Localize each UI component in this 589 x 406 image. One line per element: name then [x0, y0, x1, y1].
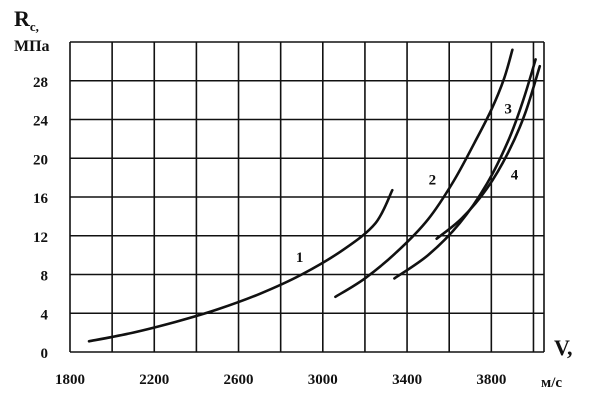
y-tick-label: 12 — [33, 230, 48, 246]
x-axis-title: V, — [554, 335, 573, 360]
y-tick-label: 28 — [33, 75, 48, 91]
x-tick-label: 3000 — [308, 372, 338, 388]
y-tick-label: 16 — [33, 191, 49, 207]
grid — [69, 41, 545, 353]
series-curve-2 — [334, 48, 514, 299]
y-tick-labels: 0 4 8 12 16 20 24 28 — [33, 75, 49, 362]
x-axis-unit: м/с — [541, 375, 562, 391]
y-tick-label: 24 — [33, 114, 49, 130]
series-label-2: 2 — [429, 172, 437, 188]
series-label-3: 3 — [504, 102, 512, 118]
y-tick-label: 4 — [41, 307, 49, 323]
y-axis-subscript: c, — [30, 19, 39, 34]
y-axis-title: Rc, — [14, 6, 39, 34]
x-tick-label: 1800 — [55, 372, 85, 388]
x-tick-labels: 1800 2200 2600 3000 3400 3800 — [55, 372, 506, 388]
x-tick-label: 2600 — [224, 372, 254, 388]
x-tick-label: 3800 — [476, 372, 506, 388]
series-curve-4 — [435, 64, 542, 240]
series-label-4: 4 — [511, 168, 519, 184]
x-tick-label: 3400 — [392, 372, 422, 388]
curve-labels: 1 2 3 4 — [296, 102, 519, 266]
y-tick-label: 20 — [33, 152, 48, 168]
x-tick-label: 2200 — [139, 372, 169, 388]
y-axis-symbol: R — [14, 6, 31, 31]
y-tick-label: 8 — [41, 269, 49, 285]
series-curve-3 — [393, 58, 537, 280]
series-label-1: 1 — [296, 250, 304, 266]
curves — [87, 48, 542, 343]
y-tick-label: 0 — [41, 346, 49, 362]
series-curve-1 — [87, 188, 394, 343]
y-axis-unit: МПа — [14, 38, 50, 55]
